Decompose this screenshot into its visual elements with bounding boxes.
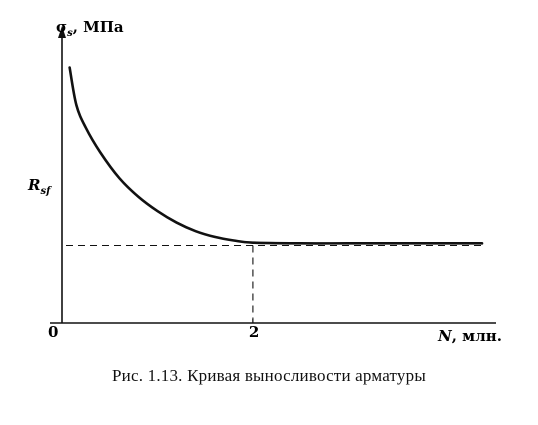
x-axis-label: N, млн. xyxy=(437,327,502,345)
rsf-label: Rsf xyxy=(27,176,52,197)
x-tick-label-0: 2 xyxy=(249,323,259,341)
y-axis-label: σs, МПа xyxy=(56,18,124,39)
origin-label: 0 xyxy=(48,323,58,341)
y-axis-arrow xyxy=(58,26,66,38)
figure-caption: Рис. 1.13. Кривая выносливости арматуры xyxy=(112,366,426,385)
endurance-curve-line-0 xyxy=(68,66,484,245)
